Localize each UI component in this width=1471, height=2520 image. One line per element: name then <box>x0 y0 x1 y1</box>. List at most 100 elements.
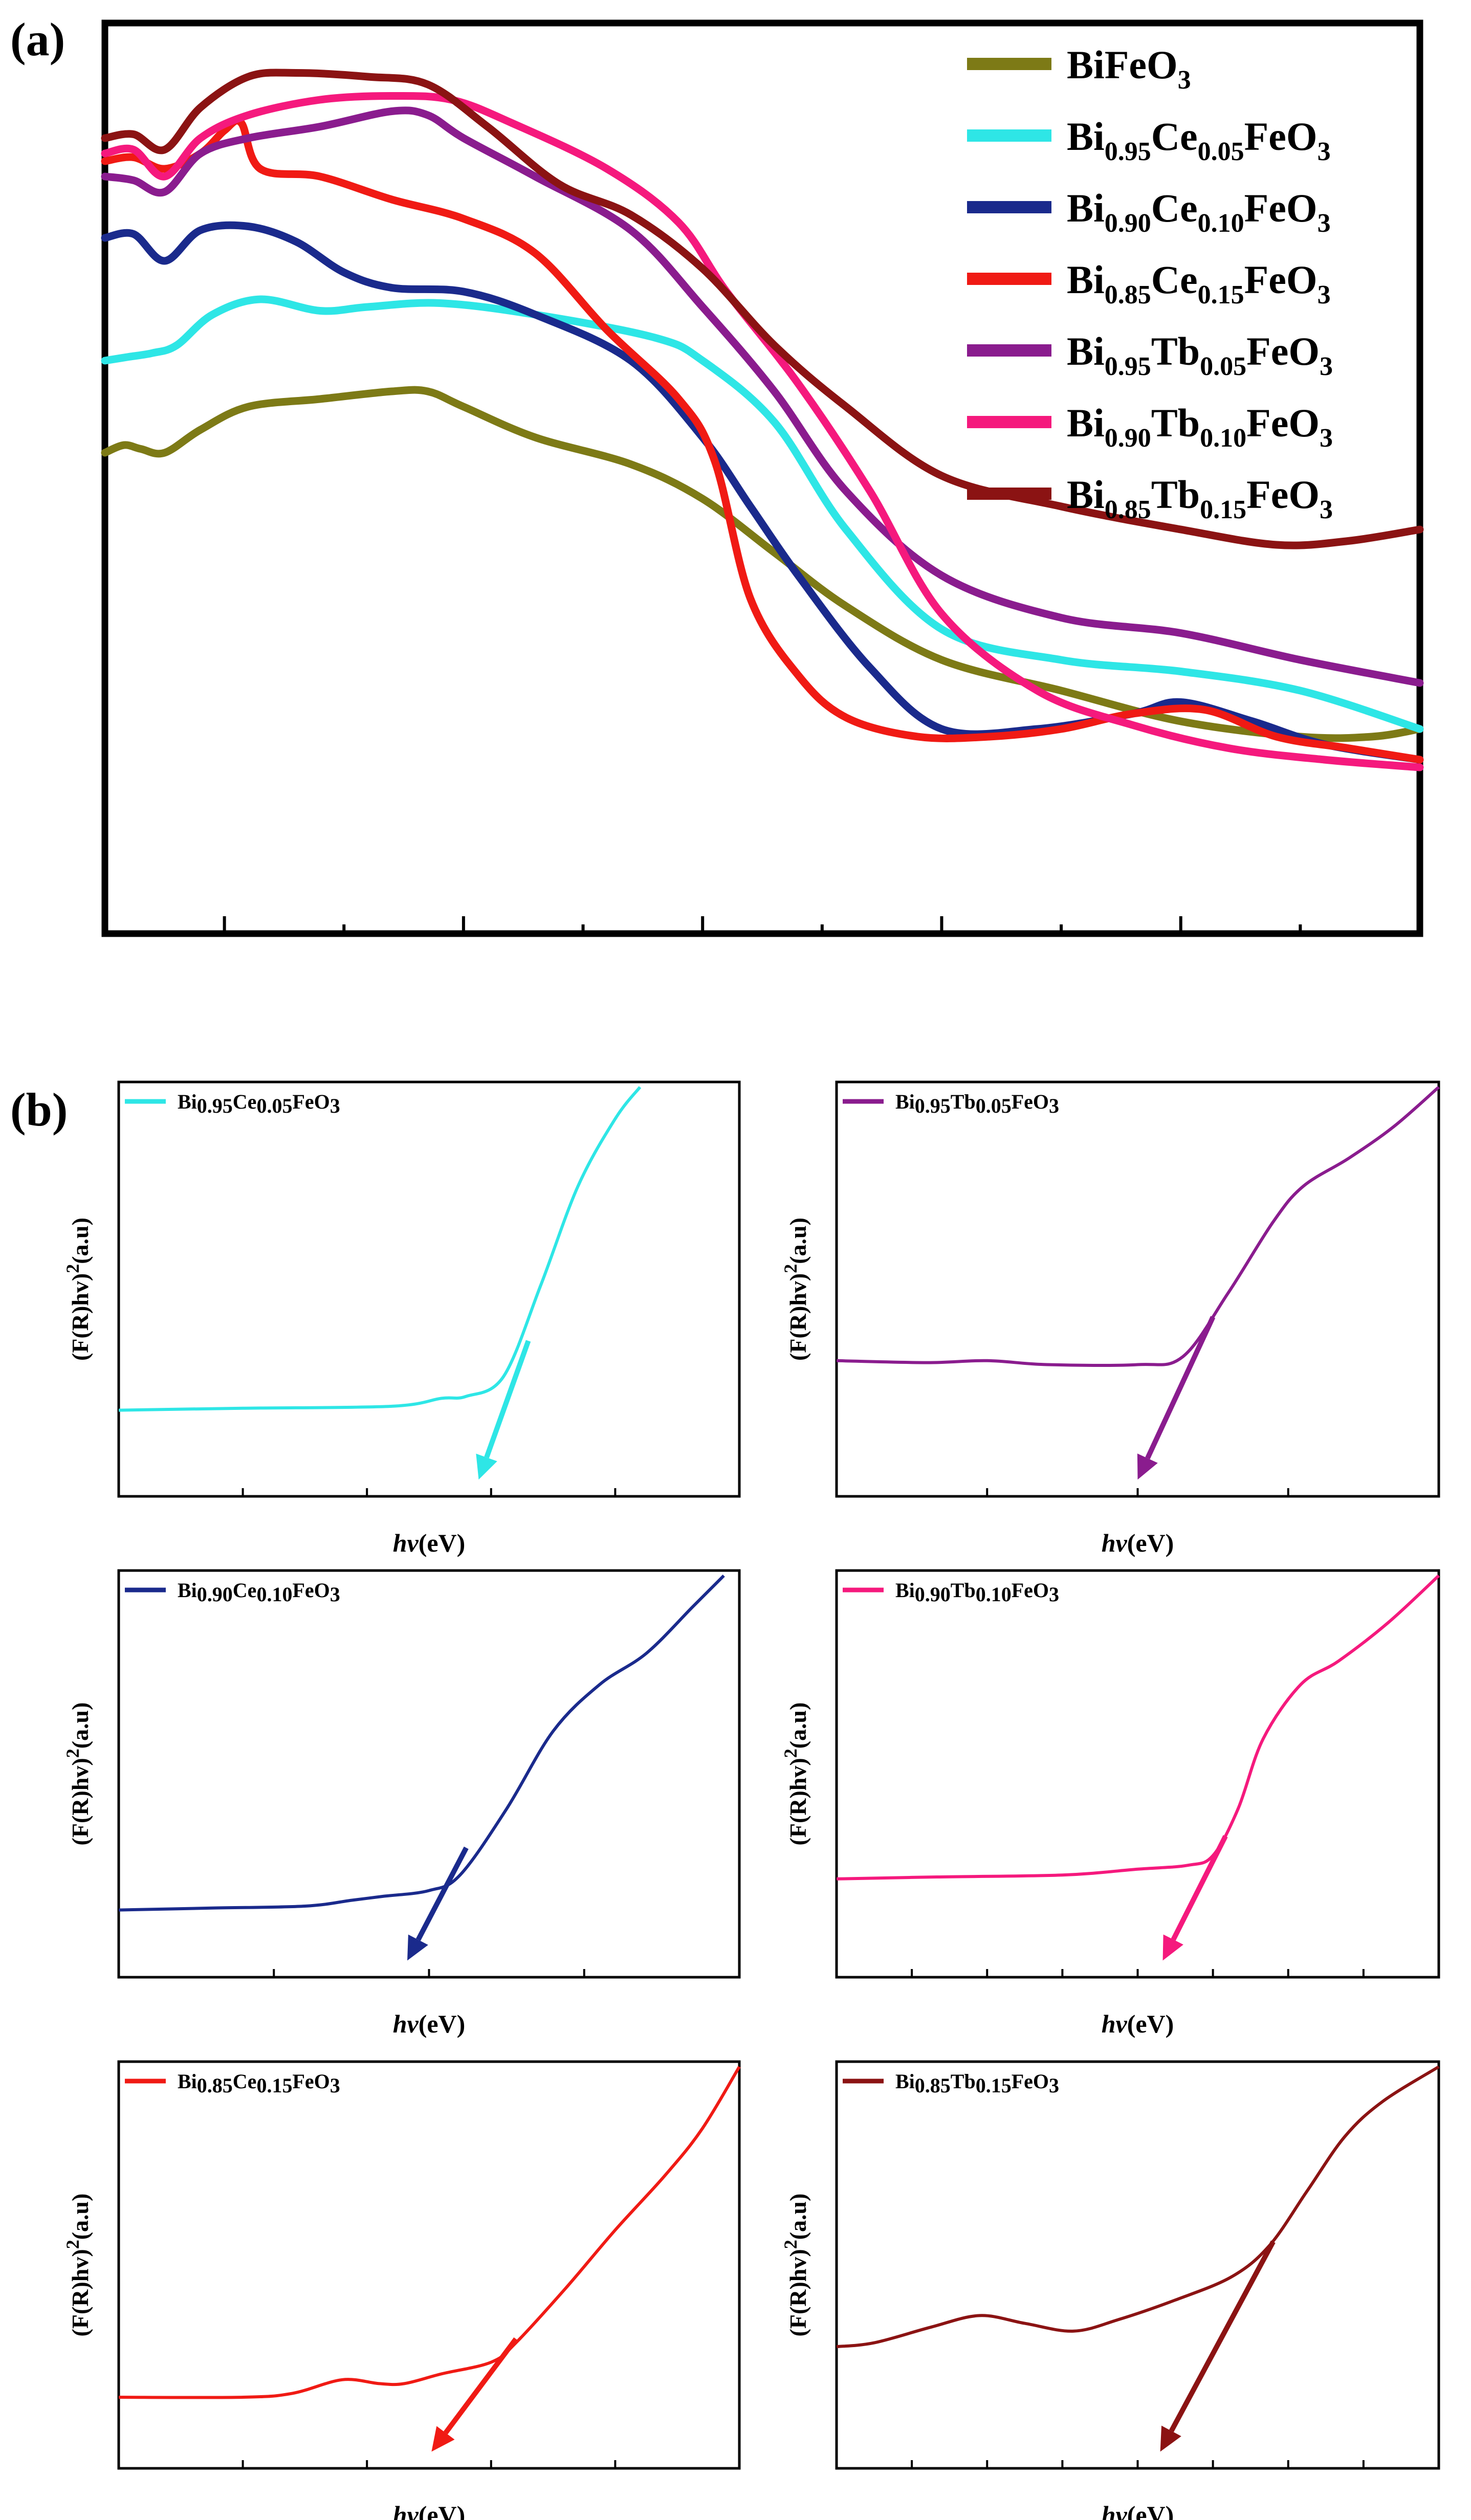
formula-part: Tb <box>951 1090 976 1113</box>
arrow-head <box>407 1934 428 1961</box>
tauc-plot: Bi0.90Ce0.10FeO3 (F(R)hv)2(a.u) hv(eV) <box>62 1569 741 2038</box>
extrapolation-line <box>415 1846 469 1941</box>
formula-part: Ce <box>233 1579 257 1602</box>
formula-part: Tb <box>1151 472 1200 517</box>
formula-part: FeO <box>1012 1090 1049 1113</box>
plot-frame <box>835 2060 1440 2470</box>
formula-part: Bi <box>895 2070 915 2093</box>
formula-part: Bi <box>1067 114 1105 159</box>
subscript: 3 <box>330 1094 340 1117</box>
formula-part: FeO <box>1012 1579 1049 1602</box>
tauc-plots: Bi0.95Ce0.05FeO3(F(R)hv)2(a.u)hv(eV)Bi0.… <box>62 1080 1440 2520</box>
tauc-curve <box>118 2066 741 2399</box>
legend-label: Bi0.85Tb0.15FeO3 <box>1067 472 1333 524</box>
formula-part: Bi <box>178 2070 197 2093</box>
formula-part: Tb <box>1151 401 1200 445</box>
formula-part: FeO <box>1246 329 1320 373</box>
subscript: 0.95 <box>197 1094 233 1117</box>
subscript: 0.10 <box>1200 424 1246 453</box>
series-line <box>101 117 1424 764</box>
y-label-main: (F(R)hv) <box>785 1758 811 1845</box>
subscript: 0.85 <box>915 2074 951 2097</box>
y-label-main: (F(R)hv) <box>67 1758 93 1845</box>
series-line <box>101 106 1424 687</box>
x-label-tail: (eV) <box>1127 2501 1174 2520</box>
subscript: 3 <box>1049 1094 1059 1117</box>
x-label-hv: hv <box>1102 2009 1128 2038</box>
subscript: 0.05 <box>976 1094 1012 1117</box>
extrapolation-line <box>1169 2240 1276 2433</box>
subscript: 3 <box>1318 137 1331 166</box>
arrow-head <box>1137 1453 1158 1480</box>
formula-part: Bi <box>1067 329 1105 373</box>
formula-part: Ce <box>233 2070 257 2093</box>
formula-part: FeO <box>292 1090 330 1113</box>
formula-part: Bi <box>895 1579 915 1602</box>
tauc-plot: Bi0.85Ce0.15FeO3 (F(R)hv)2(a.u) hv(eV) <box>62 2060 741 2520</box>
subscript: 0.05 <box>1198 137 1244 166</box>
formula-part: FeO <box>1246 472 1320 517</box>
x-axis-title: hv(eV) <box>1102 2501 1174 2520</box>
extrapolation-line <box>1171 1834 1228 1941</box>
subscript: 0.15 <box>1200 495 1246 524</box>
y-label-tail: (a.u) <box>785 2194 811 2240</box>
subscript: 0.95 <box>1105 137 1151 166</box>
arrow-head <box>1162 1934 1183 1961</box>
extrapolation-line <box>443 2337 518 2435</box>
y-axis-title: (F(R)hv)2(a.u) <box>780 1703 811 1846</box>
subscript: 3 <box>1320 352 1333 381</box>
x-label-hv: hv <box>393 2009 419 2038</box>
subscript: 0.05 <box>1200 352 1246 381</box>
y-axis-title: (F(R)hv)2(a.u) <box>62 2194 93 2337</box>
subscript: 0.85 <box>197 2074 233 2097</box>
y-axis-title: (F(R)hv)2(a.u) <box>780 2194 811 2337</box>
formula-part: FeO <box>1244 257 1318 302</box>
subscript: 0.90 <box>915 1583 951 1606</box>
x-label-tail: (eV) <box>419 1529 466 1557</box>
legend-label: BiFeO3 <box>1067 42 1191 95</box>
absorbance-chart: BiFeO3Bi0.95Ce0.05FeO3Bi0.90Ce0.10FeO3Bi… <box>101 19 1424 937</box>
subscript: 3 <box>330 1583 340 1606</box>
y-axis-title: (F(R)hv)2(a.u) <box>62 1703 93 1846</box>
series-line <box>101 92 1424 771</box>
formula-part: Tb <box>951 2070 976 2093</box>
subscript: 0.10 <box>256 1583 292 1606</box>
y-label-main: (F(R)hv) <box>67 2249 93 2336</box>
legend-label: Bi0.90Ce0.10FeO3 <box>178 1579 340 1606</box>
subscript: 3 <box>1320 424 1333 453</box>
x-label-tail: (eV) <box>1127 2009 1174 2038</box>
tauc-curve <box>836 1086 1440 1367</box>
formula-part: FeO <box>1244 114 1318 159</box>
formula-part: FeO <box>1012 2070 1049 2093</box>
formula-part: FeO <box>1246 401 1320 445</box>
x-axis-title: hv(eV) <box>1102 2009 1174 2038</box>
tauc-curve <box>836 1574 1440 1881</box>
subscript: 3 <box>1320 495 1333 524</box>
x-axis-title: hv(eV) <box>393 1529 466 1557</box>
x-label-tail: (eV) <box>419 2009 466 2038</box>
subscript: 3 <box>1049 2074 1059 2097</box>
y-label-tail: (a.u) <box>785 1218 811 1264</box>
subscript: 3 <box>330 2074 340 2097</box>
y-label-tail: (a.u) <box>67 1218 93 1264</box>
subscript: 3 <box>1318 280 1331 310</box>
formula-part: Bi <box>895 1090 915 1113</box>
subscript: 0.90 <box>1105 209 1151 238</box>
legend-label: Bi0.90Ce0.10FeO3 <box>1067 186 1331 238</box>
formula-part: FeO <box>1244 186 1318 230</box>
series-line <box>101 386 1424 742</box>
tauc-curve <box>118 1574 725 1912</box>
subscript: 0.10 <box>976 1583 1012 1606</box>
panel-a-label: (a) <box>10 13 65 65</box>
y-label-sup: 2 <box>780 2240 801 2249</box>
subscript: 3 <box>1049 1583 1059 1606</box>
tauc-curve <box>836 2065 1440 2349</box>
x-label-hv: hv <box>1102 2501 1128 2520</box>
y-label-sup: 2 <box>62 1264 83 1273</box>
formula-part: Tb <box>1151 329 1200 373</box>
subscript: 0.15 <box>976 2074 1012 2097</box>
legend-label: Bi0.85Ce0.15FeO3 <box>178 2070 340 2097</box>
formula-part: FeO <box>292 2070 330 2093</box>
legend-label: Bi0.90Tb0.10FeO3 <box>1067 401 1333 453</box>
